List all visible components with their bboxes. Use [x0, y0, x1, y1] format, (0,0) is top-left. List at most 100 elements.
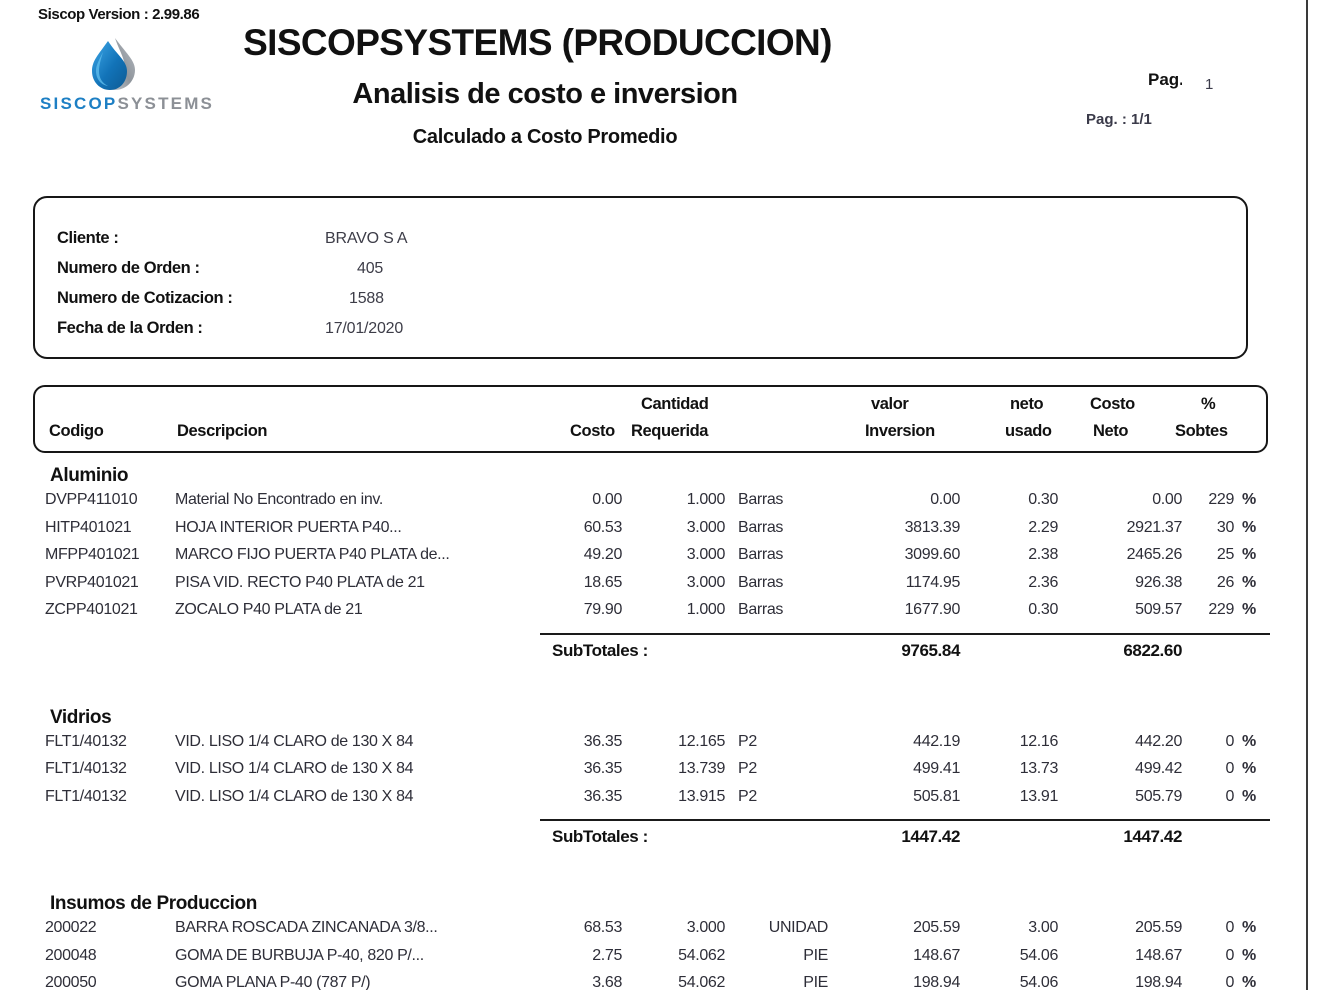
cell-costo-neto: 198.94 — [1135, 974, 1182, 990]
cell-valor-inversion: 3099.60 — [904, 546, 961, 563]
cell-descripcion: GOMA DE BURBUJA P-40, 820 P/... — [175, 946, 424, 964]
cell-valor-inversion: 442.19 — [913, 732, 960, 750]
cell-costo-neto: 926.38 — [1135, 573, 1182, 591]
subtotal-divider — [540, 632, 1270, 635]
cell-costo-neto: 442.20 — [1135, 732, 1182, 750]
col-header-descripcion: Descripcion — [177, 422, 268, 440]
cell-neto-usado: 0.30 — [1028, 491, 1058, 508]
cell-descripcion: VID. LISO 1/4 CLARO de 130 X 84 — [175, 760, 414, 777]
cell-cantidad: 13.739 — [678, 760, 725, 777]
section-title: Insumos de Produccion — [50, 893, 257, 914]
cell-sobtes: 0 — [1225, 732, 1234, 750]
table-row: FLT1/40132 VID. LISO 1/4 CLARO de 130 X 8… — [0, 760, 1320, 787]
info-value-numero-cotizacion: 1588 — [349, 290, 384, 307]
col-header-costo: Costo — [570, 422, 615, 440]
cell-costo: 36.35 — [583, 787, 623, 805]
table-row: 200048 GOMA DE BURBUJA P-40, 820 P/... 2.7… — [0, 947, 1320, 974]
page-of-total: Pag. : 1/1 — [1086, 111, 1152, 128]
company-logo-text: SISCOPSYSTEMS — [40, 94, 230, 114]
cell-sobtes: 30 — [1216, 518, 1234, 536]
cell-costo: 60.53 — [583, 518, 623, 536]
cell-percent-symbol: % — [1242, 787, 1256, 805]
cell-sobtes: 229 — [1208, 491, 1234, 508]
cell-cantidad: 1.000 — [686, 601, 726, 618]
col-header-costo-neto-line2: Neto — [1093, 422, 1129, 440]
cell-sobtes: 229 — [1208, 601, 1234, 618]
table-row: 200022 BARRA ROSCADA ZINCANADA 3/8... 68.5… — [0, 919, 1320, 946]
cell-codigo: FLT1/40132 — [45, 732, 127, 750]
cell-unidad: P2 — [738, 787, 757, 805]
subtotal-valor-inversion: 1447.42 — [901, 827, 960, 846]
cell-costo: 0.00 — [592, 491, 622, 508]
cell-descripcion: VID. LISO 1/4 CLARO de 130 X 84 — [175, 732, 414, 750]
cell-cantidad: 13.915 — [678, 787, 725, 805]
cell-descripcion: MARCO FIJO PUERTA P40 PLATA de... — [175, 546, 450, 563]
cell-cantidad: 3.000 — [686, 546, 726, 563]
section-title: Vidrios — [50, 706, 112, 728]
cell-costo: 18.65 — [583, 573, 623, 591]
cell-costo: 3.68 — [592, 974, 622, 990]
cell-costo-neto: 2465.26 — [1126, 546, 1183, 563]
cell-percent-symbol: % — [1242, 974, 1256, 990]
table-row: MFPP401021 MARCO FIJO PUERTA P40 PLATA de… — [0, 546, 1320, 573]
page-label: Pag. — [1148, 70, 1182, 89]
cell-descripcion: VID. LISO 1/4 CLARO de 130 X 84 — [175, 787, 414, 805]
report-title: SISCOPSYSTEMS (PRODUCCION) — [243, 22, 832, 63]
cell-descripcion: BARRA ROSCADA ZINCANADA 3/8... — [175, 919, 438, 936]
cell-codigo: MFPP401021 — [45, 546, 140, 563]
cell-cantidad: 54.062 — [678, 974, 725, 990]
col-header-cantidad-line1: Cantidad — [641, 395, 709, 413]
subtotal-row: SubTotales : 9765.84 6822.60 — [0, 641, 1320, 669]
cell-unidad: PIE — [803, 946, 828, 964]
cell-costo-neto: 148.67 — [1135, 946, 1182, 964]
cell-unidad: UNIDAD — [768, 919, 829, 936]
col-header-valor-line2: Inversion — [865, 422, 935, 440]
col-header-valor-line1: valor — [871, 395, 909, 413]
cell-codigo: 200048 — [45, 946, 97, 964]
cell-valor-inversion: 0.00 — [930, 491, 960, 508]
cell-codigo: 200022 — [45, 919, 97, 936]
subtotal-label: SubTotales : — [552, 827, 648, 846]
cell-costo-neto: 0.00 — [1152, 491, 1182, 508]
cell-neto-usado: 12.16 — [1019, 732, 1059, 750]
info-value-cliente: BRAVO S A — [325, 230, 408, 247]
cell-descripcion: ZOCALO P40 PLATA de 21 — [175, 601, 363, 618]
cell-sobtes: 0 — [1225, 760, 1234, 777]
order-info-box: Cliente : BRAVO S A Numero de Orden : 40… — [33, 196, 1248, 359]
cell-cantidad: 12.165 — [678, 732, 725, 750]
cell-percent-symbol: % — [1242, 919, 1256, 936]
cell-unidad: Barras — [738, 601, 784, 618]
cell-percent-symbol: % — [1242, 518, 1256, 536]
cell-unidad: P2 — [738, 732, 757, 750]
cell-unidad: Barras — [738, 491, 784, 508]
cell-cantidad: 3.000 — [686, 919, 726, 936]
cell-costo: 68.53 — [583, 919, 623, 936]
cell-codigo: ZCPP401021 — [45, 601, 138, 618]
cell-unidad: Barras — [738, 518, 784, 536]
cell-percent-symbol: % — [1242, 946, 1256, 964]
info-label-numero-cotizacion: Numero de Cotizacion : — [57, 289, 233, 307]
water-drop-logo-icon — [92, 38, 135, 90]
table-row: HITP401021 HOJA INTERIOR PUERTA P40... 60.… — [0, 519, 1320, 546]
cell-costo: 36.35 — [583, 732, 623, 750]
table-row: DVPP411010 Material No Encontrado en inv.… — [0, 491, 1320, 518]
cell-costo: 79.90 — [583, 601, 623, 618]
cell-descripcion: GOMA PLANA P-40 (787 P/) — [175, 974, 371, 990]
subtotal-costo-neto: 1447.42 — [1123, 827, 1182, 846]
table-row: 200050 GOMA PLANA P-40 (787 P/) 3.68 54.062… — [0, 974, 1320, 990]
cell-cantidad: 1.000 — [686, 491, 726, 508]
subtotal-label: SubTotales : — [552, 640, 648, 660]
logo-text-systems: SYSTEMS — [117, 94, 215, 113]
cell-neto-usado: 54.06 — [1019, 974, 1059, 990]
cell-sobtes: 0 — [1225, 919, 1234, 936]
cell-costo-neto: 505.79 — [1135, 787, 1182, 805]
table-row: FLT1/40132 VID. LISO 1/4 CLARO de 130 X 8… — [0, 733, 1320, 760]
cell-unidad: Barras — [738, 546, 784, 563]
cell-neto-usado: 54.06 — [1019, 946, 1059, 964]
cell-valor-inversion: 205.59 — [913, 919, 960, 936]
table-row: PVRP401021 PISA VID. RECTO P40 PLATA de 2… — [0, 574, 1320, 601]
cell-costo: 36.35 — [583, 760, 623, 777]
cell-unidad: P2 — [738, 760, 757, 777]
col-header-sobtes-line2: Sobtes — [1175, 422, 1228, 440]
cell-valor-inversion: 505.81 — [913, 787, 960, 805]
